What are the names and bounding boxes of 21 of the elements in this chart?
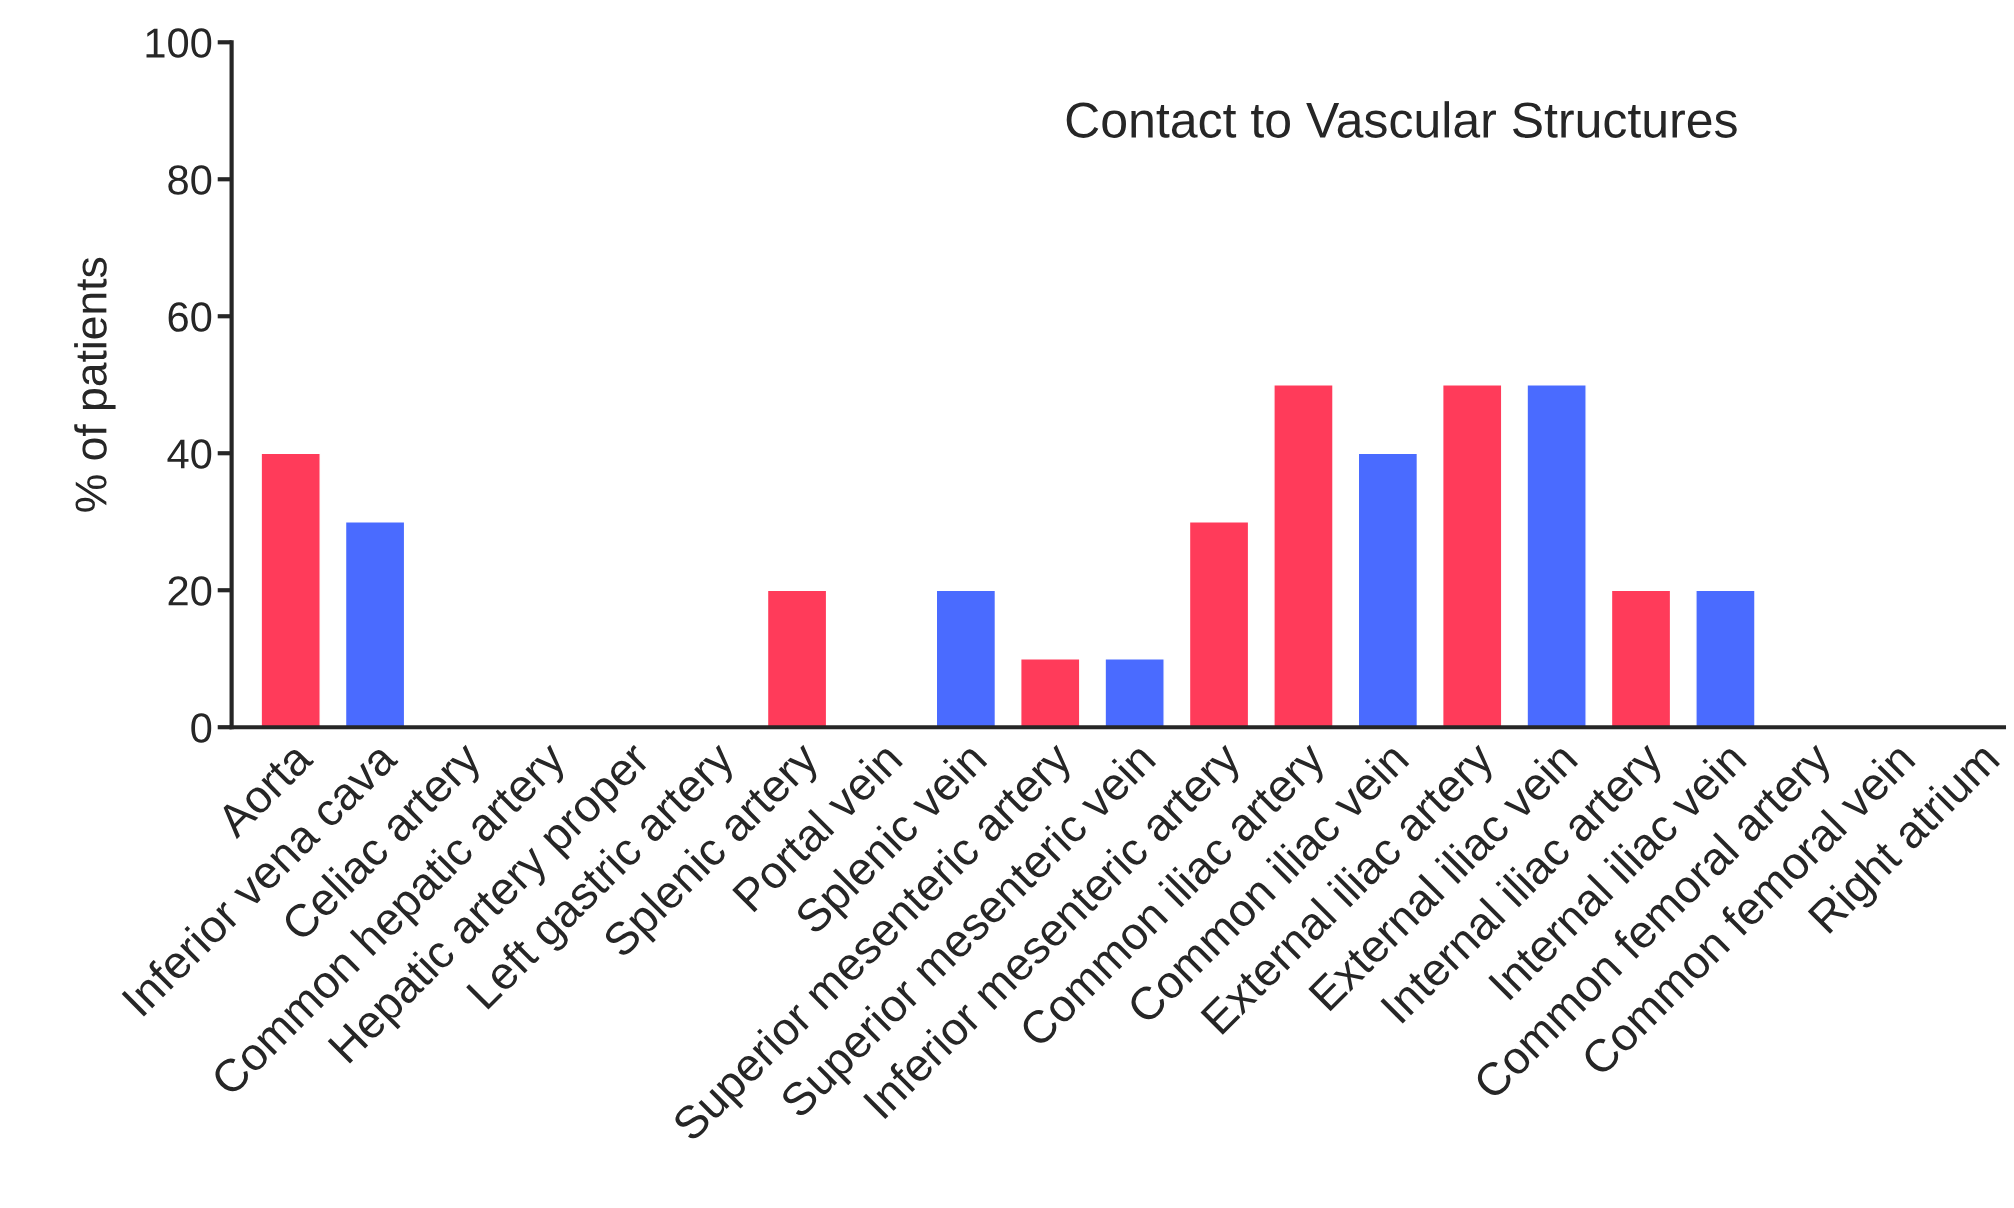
y-axis-title: % of patients <box>74 257 116 512</box>
bar <box>1273 384 1334 728</box>
y-tick-label: 80 <box>168 165 212 195</box>
bar <box>1526 384 1587 728</box>
bar <box>1695 589 1756 728</box>
y-tick-label: 60 <box>168 302 212 332</box>
bar <box>1442 384 1503 728</box>
bar <box>935 589 997 728</box>
bar <box>344 521 406 728</box>
y-tick-label: 100 <box>146 28 212 58</box>
bar <box>1610 589 1672 728</box>
bar <box>1020 658 1081 728</box>
text: Contact to Vascular Structures <box>1066 101 1737 138</box>
y-tick-label: 40 <box>167 439 212 469</box>
y-tick-label: 0 <box>191 713 212 743</box>
y-tick-label: 20 <box>168 576 212 606</box>
bar <box>766 589 828 728</box>
bar <box>1188 521 1250 728</box>
bar <box>1104 658 1165 728</box>
bar <box>1357 452 1419 728</box>
bar <box>260 452 321 728</box>
